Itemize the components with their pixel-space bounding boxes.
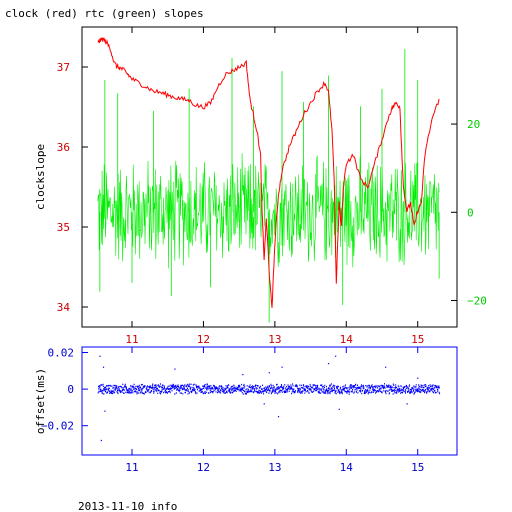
top-x-axis: 11 12 13 14 15 [125,27,424,346]
offset-outlier [335,355,337,357]
offset-outlier [385,366,387,368]
offset-outlier [100,439,102,442]
rtc-series [97,49,440,323]
offset-outlier [338,408,340,410]
y2-tick-label: 0 [467,206,474,219]
bottom-y-axis: 0.02 0 −0.02 [41,346,88,433]
clock-line [97,36,440,308]
x-tick-label: 15 [411,461,424,474]
y-tick-label: 37 [57,61,70,74]
y-tick-label: 34 [57,301,71,314]
x-tick-label: 12 [197,333,210,346]
bottom-plot-frame [81,346,458,456]
offset-series [97,355,441,442]
offset-outlier [99,355,101,357]
footer-info: 2013-11-10 info [78,500,177,512]
x-tick-label: 11 [125,333,138,346]
offset-outlier [277,416,280,418]
bottom-y-axis-label: offset(ms) [34,368,47,434]
bottom-x-axis: 11 12 13 14 15 [125,347,424,474]
top-plot-frame [81,26,458,328]
top-right-y-axis: −20 0 20 [451,118,487,308]
offset-outlier [268,372,270,374]
y-tick-label: 36 [57,141,70,154]
offset-points [97,383,441,395]
top-left-y-axis: 34 35 36 37 [57,61,88,314]
x-tick-label: 12 [197,461,210,474]
y2-tick-label: 20 [467,118,480,131]
y-tick-label: 0 [67,383,74,396]
y-tick-label: −0.02 [41,420,74,433]
offset-outlier [406,403,408,405]
offset-outlier [327,362,330,365]
offset-outlier [281,366,283,368]
offset-outlier [174,368,176,370]
x-tick-label: 13 [268,333,281,346]
x-tick-label: 14 [340,333,354,346]
y-tick-label: 0.02 [48,346,75,359]
x-tick-label: 14 [340,461,354,474]
figure-title: clock (red) rtc (green) slopes [5,7,204,20]
x-tick-label: 11 [125,461,138,474]
x-tick-label: 15 [411,333,424,346]
top-y-axis-label: clockslope [34,144,47,210]
x-tick-label: 13 [268,461,281,474]
y2-tick-label: −20 [467,295,487,308]
offset-outlier [102,366,105,368]
offset-outlier [104,410,106,412]
offset-outlier [263,403,265,405]
offset-outlier [417,377,419,379]
offset-outlier [242,373,244,376]
y-tick-label: 35 [57,221,70,234]
clock-series [97,36,440,308]
